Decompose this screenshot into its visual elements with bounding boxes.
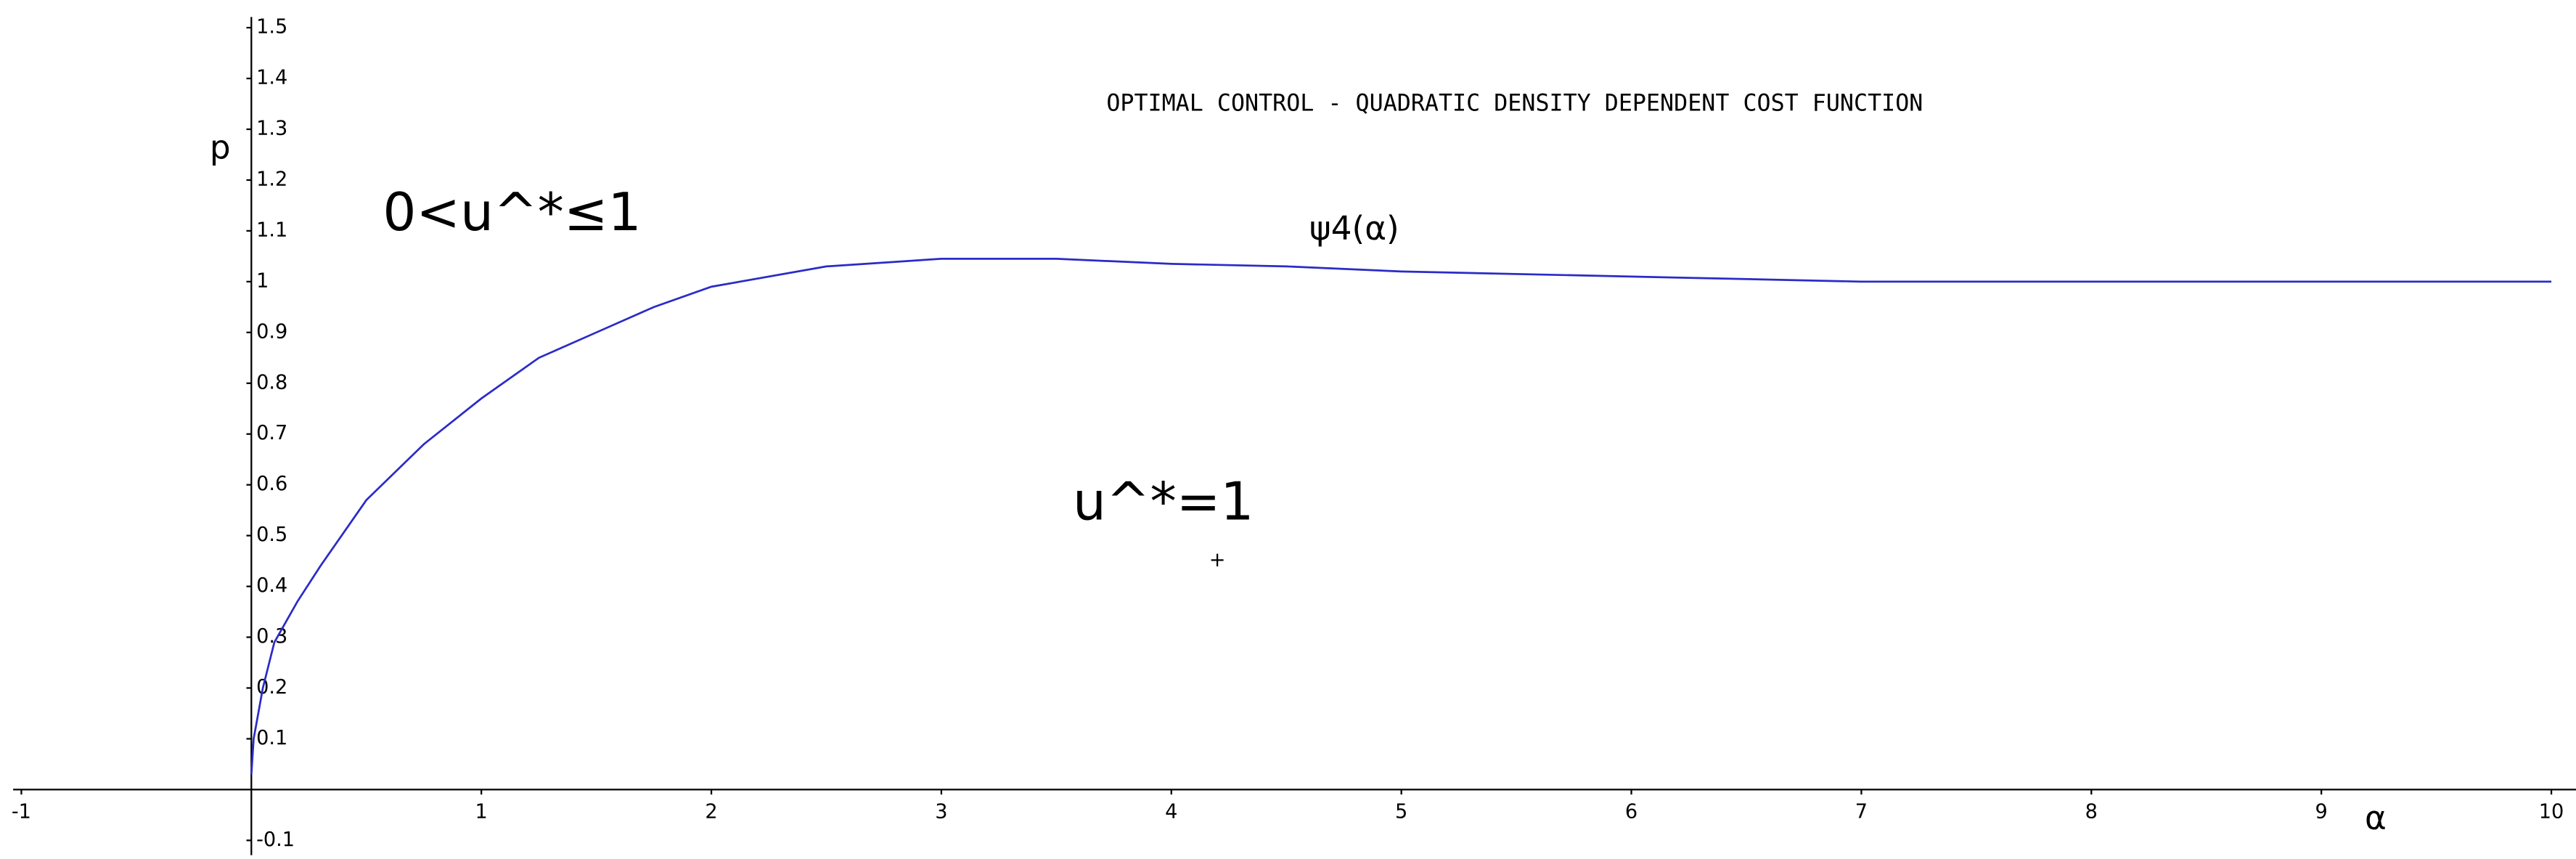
series-label: ψ4(α) — [1309, 209, 1399, 248]
y-tick-label: 0.4 — [256, 574, 287, 597]
y-tick-label: 1.4 — [256, 67, 287, 89]
y-tick-label: 1.1 — [256, 219, 287, 241]
y-axis-label: p — [210, 129, 231, 167]
y-tick-label: 0.8 — [256, 371, 287, 394]
y-tick-label: -0.1 — [256, 829, 295, 851]
y-tick-label: 0.5 — [256, 524, 287, 546]
annotation: u^*=1 — [1073, 472, 1254, 533]
y-tick-label: 0.6 — [256, 473, 287, 495]
x-tick-label: 8 — [2085, 801, 2098, 823]
x-tick-label: 1 — [475, 801, 488, 823]
x-tick-label: 2 — [705, 801, 717, 823]
y-tick-label: 0.9 — [256, 320, 287, 343]
chart-title: OPTIMAL CONTROL - QUADRATIC DENSITY DEPE… — [1106, 90, 1923, 116]
x-tick-label: 4 — [1165, 801, 1177, 823]
annotation: 0<u^*≤1 — [383, 182, 641, 243]
y-tick-label: 0.1 — [256, 727, 287, 749]
x-tick-label: 10 — [2539, 801, 2564, 823]
x-tick-label: 6 — [1625, 801, 1637, 823]
data-line — [250, 258, 2552, 775]
x-tick-label: -1 — [12, 801, 31, 823]
y-tick-label: 0.7 — [256, 422, 287, 444]
y-tick-label: 1.5 — [256, 16, 287, 38]
x-axis-label: α — [2365, 799, 2387, 837]
y-tick-label: 1 — [256, 269, 269, 292]
x-tick-label: 3 — [935, 801, 947, 823]
y-tick-label: 1.2 — [256, 168, 287, 190]
x-tick-label: 5 — [1395, 801, 1407, 823]
y-tick-label: 1.3 — [256, 118, 287, 140]
x-tick-label: 9 — [2315, 801, 2328, 823]
x-tick-label: 7 — [1855, 801, 1868, 823]
annotation: + — [1209, 549, 1226, 571]
